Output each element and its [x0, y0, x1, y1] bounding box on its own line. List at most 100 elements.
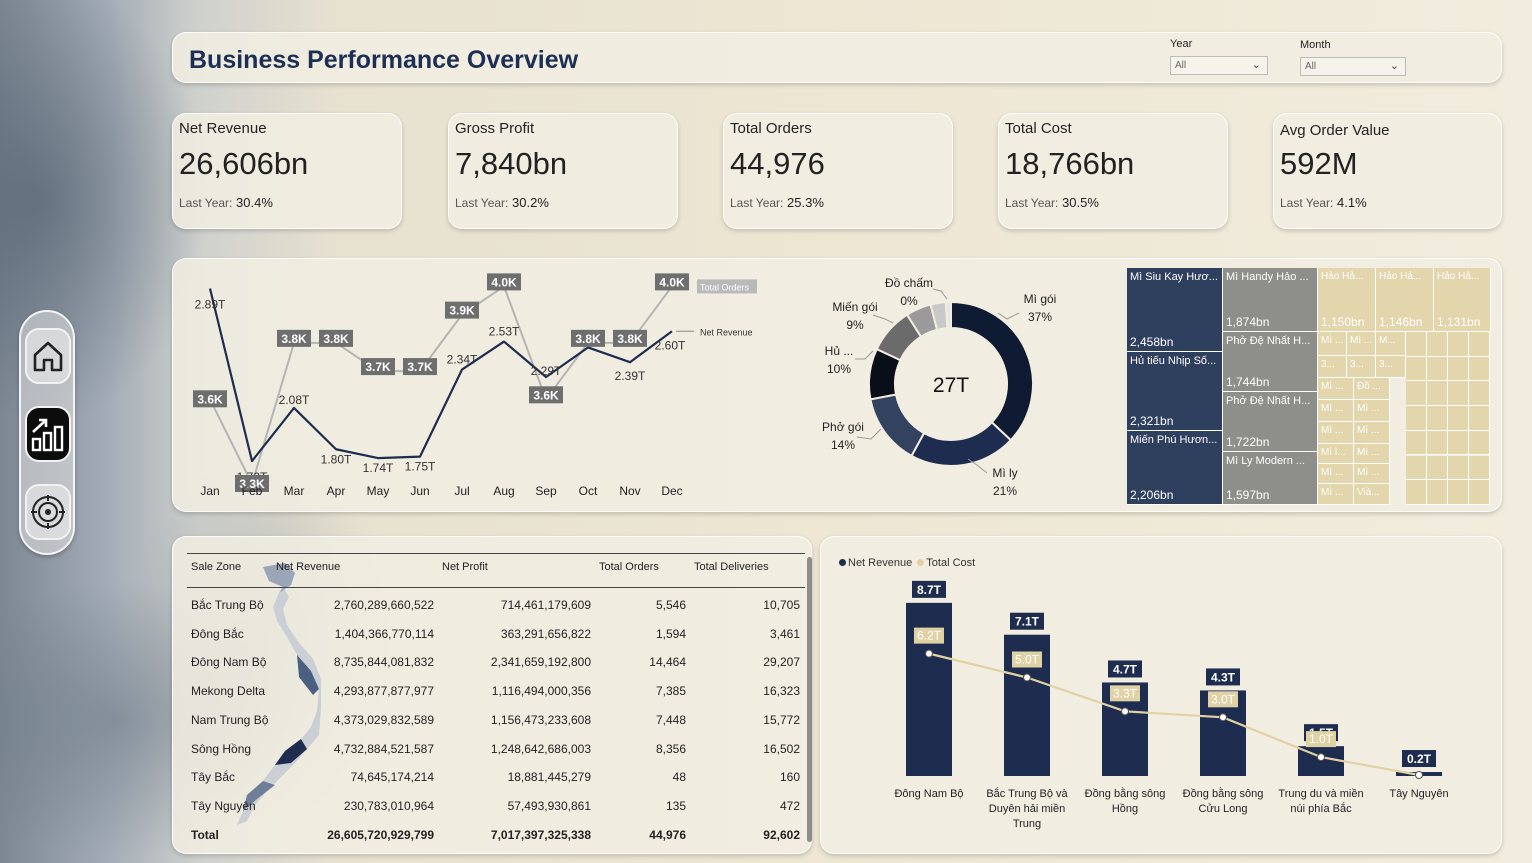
treemap-tile-small[interactable] — [1427, 480, 1448, 505]
treemap-tile-small[interactable]: 3... — [1376, 356, 1406, 378]
table-total-cell: 7,017,397,325,338 — [490, 828, 591, 842]
treemap-tile-small[interactable] — [1427, 430, 1448, 456]
year-dropdown[interactable]: All ⌄ — [1170, 56, 1268, 75]
table-header[interactable]: Total Orders — [599, 561, 659, 573]
treemap-tile[interactable]: Mì Handy Hảo ... 1,874bn — [1223, 268, 1318, 332]
treemap-tile-value: 1,150bn — [1321, 315, 1365, 329]
product-treemap: Mì Siu Kay Hươ... 2,458bn Hủ tiếu Nhịp Số.… — [1127, 268, 1491, 505]
table-cell: 16,502 — [763, 741, 800, 756]
treemap-tile-small[interactable] — [1406, 480, 1427, 505]
treemap-tile-small[interactable] — [1448, 455, 1469, 481]
table-header[interactable]: Sale Zone — [191, 561, 242, 573]
treemap-tile-small[interactable] — [1406, 406, 1427, 431]
treemap-tile-small[interactable]: Mì ... — [1354, 422, 1390, 444]
treemap-tile-small[interactable] — [1427, 356, 1448, 382]
orders-label-box — [445, 301, 479, 319]
nav-target-button[interactable] — [25, 484, 71, 540]
revenue-data-label: 1.80T — [321, 452, 352, 466]
bar-label-box — [912, 580, 946, 598]
treemap-tile-small[interactable] — [1427, 455, 1448, 481]
treemap-tile-small[interactable]: Mì ... — [1354, 444, 1390, 464]
treemap-tile-small[interactable]: Đồ ... — [1354, 378, 1390, 400]
treemap-tile-value: 2,321bn — [1130, 414, 1174, 428]
kpi-value: 26,606bn — [179, 146, 309, 181]
treemap-tile-small[interactable]: M... — [1376, 332, 1406, 356]
treemap-tile-small[interactable] — [1406, 430, 1427, 456]
treemap-tile-small[interactable] — [1469, 356, 1490, 382]
treemap-tile-small[interactable] — [1469, 406, 1490, 431]
donut-leader-line — [997, 312, 1020, 320]
treemap-tile[interactable]: Hảo Hả... 1,146bn — [1376, 268, 1434, 332]
x-category-label: Hồng — [1112, 803, 1138, 815]
treemap-tile-small[interactable]: Mì ... — [1318, 422, 1354, 444]
treemap-tile-small[interactable] — [1427, 381, 1448, 407]
treemap-tile-small[interactable]: Mì ... — [1318, 400, 1354, 422]
treemap-tile[interactable]: Hảo Hả... 1,150bn — [1318, 268, 1376, 332]
total-cost-data-label: 6.2T — [917, 629, 942, 643]
treemap-tile-small[interactable] — [1448, 406, 1469, 431]
table-cell: Sông Hồng — [191, 741, 252, 756]
table-header[interactable]: Total Deliveries — [694, 561, 769, 573]
treemap-tile-small[interactable] — [1406, 356, 1427, 382]
table-cell: 1,248,642,686,003 — [490, 741, 591, 756]
treemap-tile-value: 1,131bn — [1437, 315, 1481, 329]
treemap-tile-small[interactable] — [1469, 332, 1490, 357]
donut-slice-label: Mì gói — [1024, 292, 1057, 306]
bar-legend: Net Revenue Total Cost — [839, 557, 975, 569]
kpi-last-year: Last Year: 30.5% — [1005, 195, 1099, 210]
treemap-tile-small[interactable]: 3... — [1347, 356, 1376, 378]
treemap-tile-label: M... — [1379, 335, 1396, 346]
treemap-tile-small[interactable]: Mì ... — [1318, 484, 1354, 505]
revenue-data-label: 2.34T — [447, 353, 478, 367]
treemap-tile-label: Mì ... — [1321, 335, 1344, 346]
treemap-tile-small[interactable]: 3... — [1318, 356, 1347, 378]
treemap-tile-small[interactable]: Vià... — [1354, 484, 1390, 505]
treemap-tile-small[interactable] — [1448, 356, 1469, 382]
treemap-tile[interactable]: Hủ tiếu Nhịp Số... 2,321bn — [1127, 352, 1223, 431]
treemap-tile-small[interactable] — [1469, 455, 1490, 481]
treemap-tile-small[interactable] — [1469, 430, 1490, 456]
treemap-tile[interactable]: Hảo Hả... 1,131bn — [1434, 268, 1491, 332]
table-total-cell: 26,605,720,929,799 — [327, 828, 434, 842]
treemap-tile-label: Phở Đệ Nhất H... — [1226, 395, 1311, 407]
treemap-tile-small[interactable] — [1448, 480, 1469, 505]
treemap-tile-small[interactable] — [1448, 332, 1469, 357]
table-cell: Nam Trung Bộ — [191, 712, 269, 727]
nav-home-button[interactable] — [25, 328, 71, 384]
treemap-tile-small[interactable]: Mì l... — [1318, 444, 1354, 464]
treemap-tile[interactable]: Miến Phú Hươn... 2,206bn — [1127, 431, 1223, 505]
table-scrollbar[interactable] — [807, 557, 812, 842]
treemap-tile-small[interactable] — [1448, 381, 1469, 407]
orders-data-label: 4.0K — [659, 275, 685, 289]
table-cell: 7,448 — [655, 712, 686, 727]
chevron-down-icon: ⌄ — [1389, 60, 1399, 72]
donut-slice-label: Đồ chấm — [885, 276, 933, 290]
treemap-tile-small[interactable] — [1427, 406, 1448, 431]
treemap-tile-small[interactable]: Mì ... — [1354, 464, 1390, 484]
treemap-tile[interactable]: Phở Đệ Nhất H... 1,744bn — [1223, 332, 1318, 392]
treemap-tile-small[interactable]: Mì ... — [1347, 332, 1376, 356]
treemap-tile-small[interactable] — [1406, 332, 1427, 357]
treemap-tile[interactable]: Phở Đệ Nhất H... 1,722bn — [1223, 392, 1318, 452]
treemap-tile[interactable]: Mì Siu Kay Hươ... 2,458bn — [1127, 268, 1223, 352]
treemap-tile-small[interactable] — [1406, 381, 1427, 407]
treemap-tile-small[interactable] — [1427, 332, 1448, 357]
treemap-tile-small[interactable] — [1448, 430, 1469, 456]
treemap-tile-small[interactable]: Mì ... — [1318, 464, 1354, 484]
treemap-tile-small[interactable] — [1406, 455, 1427, 481]
orders-label-box — [529, 386, 563, 404]
net-revenue-data-label: 8.7T — [917, 583, 942, 597]
table-header[interactable]: Net Profit — [442, 561, 488, 573]
treemap-tile-small[interactable] — [1469, 480, 1490, 505]
treemap-tile-small[interactable] — [1469, 381, 1490, 407]
treemap-tile-small[interactable]: Mì ... — [1318, 378, 1354, 400]
table-header[interactable]: Net Revenue — [276, 561, 341, 573]
treemap-tile-small[interactable]: Mì ... — [1318, 332, 1347, 356]
month-dropdown[interactable]: All ⌄ — [1300, 57, 1406, 76]
treemap-tile-label: 3... — [1379, 359, 1393, 370]
treemap-tile[interactable]: Mì Ly Modern ... 1,597bn — [1223, 452, 1318, 505]
nav-performance-button[interactable] — [25, 406, 71, 462]
table-cell: 2,341,659,192,800 — [490, 655, 591, 670]
treemap-tile-small[interactable]: Mì ... — [1354, 400, 1390, 422]
table-cell: 4,373,029,832,589 — [333, 712, 434, 727]
